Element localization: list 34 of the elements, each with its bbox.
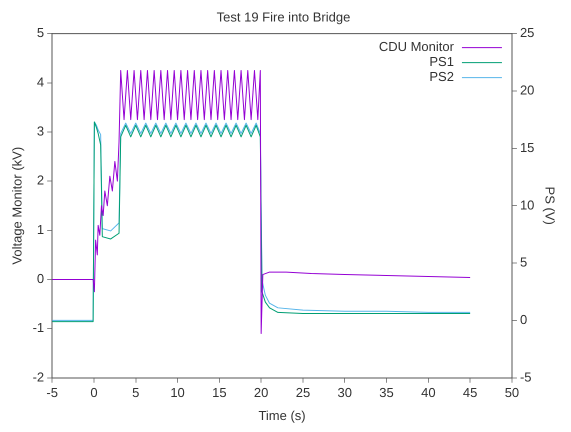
y2-tick-label: 10 (520, 197, 534, 212)
x-tick-label: 15 (212, 385, 227, 400)
y-tick-label: 5 (36, 25, 44, 40)
chart-title: Test 19 Fire into Bridge (216, 9, 350, 24)
x-tick-label: 25 (296, 385, 310, 400)
x-tick-label: 35 (379, 385, 394, 400)
x-axis-title: Time (s) (258, 408, 306, 423)
legend-label: PS1 (429, 54, 454, 70)
x-tick-label: 45 (462, 385, 478, 400)
y-tick-label: 4 (36, 74, 44, 90)
x-tick-label: 20 (254, 385, 268, 400)
y-tick-label: 3 (36, 124, 44, 139)
y2-tick-label: 20 (520, 82, 534, 98)
legend-label: CDU Monitor (378, 39, 455, 54)
y2-tick-label: 5 (520, 254, 528, 270)
x-tick-label: 30 (338, 385, 352, 400)
x-tick-label: 50 (504, 385, 520, 400)
y-tick-label: -1 (32, 320, 44, 336)
x-tick-label: -5 (46, 385, 58, 400)
x-tick-label: 40 (421, 385, 436, 400)
x-tick-label: 0 (90, 385, 98, 400)
y2-axis-title: PS (V) (542, 186, 558, 225)
y2-tick-label: 15 (520, 140, 534, 155)
y-tick-label: -2 (32, 369, 44, 384)
y-axis-title: Voltage Monitor (kV) (9, 146, 24, 265)
x-tick-label: 5 (132, 385, 140, 400)
y-tick-label: 2 (36, 172, 44, 188)
legend-label: PS2 (429, 69, 454, 84)
y2-tick-label: 0 (520, 312, 528, 328)
y-tick-label: 1 (36, 222, 44, 237)
y-tick-label: 0 (36, 271, 44, 286)
x-tick-label: 10 (170, 385, 185, 400)
y2-tick-label: -5 (520, 369, 532, 384)
y2-tick-label: 25 (520, 25, 534, 40)
